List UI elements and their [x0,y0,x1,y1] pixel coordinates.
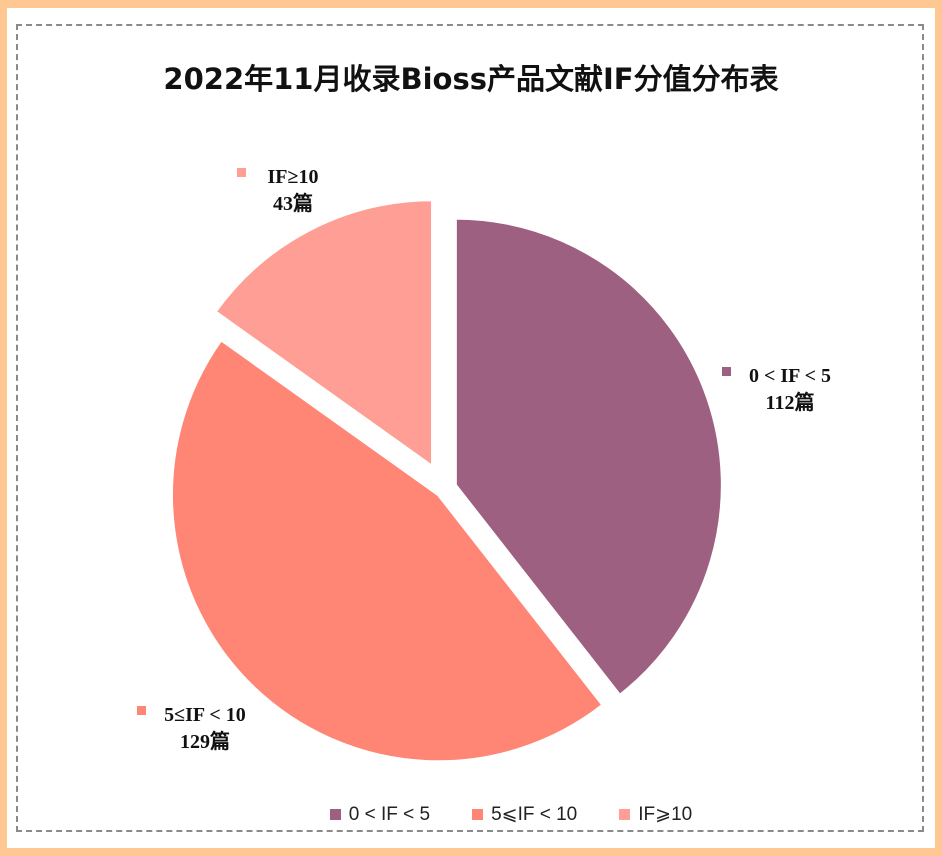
legend: 0 < IF < 5 5⩽IF < 10 IF⩾10 [0,803,942,826]
data-label-swatch [237,168,246,177]
legend-item-0[interactable]: 0 < IF < 5 [329,803,431,826]
legend-item-1[interactable]: 5⩽IF < 10 [472,803,577,826]
pie-slice-1[interactable] [169,337,606,764]
data-label-value: 43篇 [273,191,313,215]
legend-swatch [329,809,341,820]
chart-area-border [16,24,924,832]
legend-swatch [619,809,631,820]
legend-label: IF⩾10 [638,804,693,825]
legend-label: 0 < IF < 5 [348,803,431,825]
legend-swatch [472,809,484,820]
legend-item-2[interactable]: IF⩾10 [619,803,692,826]
data-label-category: IF≥10 [268,166,319,188]
data-label-category: 5≤IF < 10 [164,704,246,726]
data-label-swatch [137,706,146,715]
data-label-value: 129篇 [180,729,230,753]
data-label-value: 112篇 [766,390,815,414]
data-label-category: 0 < IF < 5 [749,365,831,387]
legend-label: 5⩽IF < 10 [491,804,578,825]
pie-slice-0[interactable] [453,216,724,698]
chart-title: 2022年11月收录Bioss产品文献IF分值分布表 [163,62,779,96]
data-label-swatch [722,367,731,376]
pie-slice-2[interactable] [213,198,435,470]
